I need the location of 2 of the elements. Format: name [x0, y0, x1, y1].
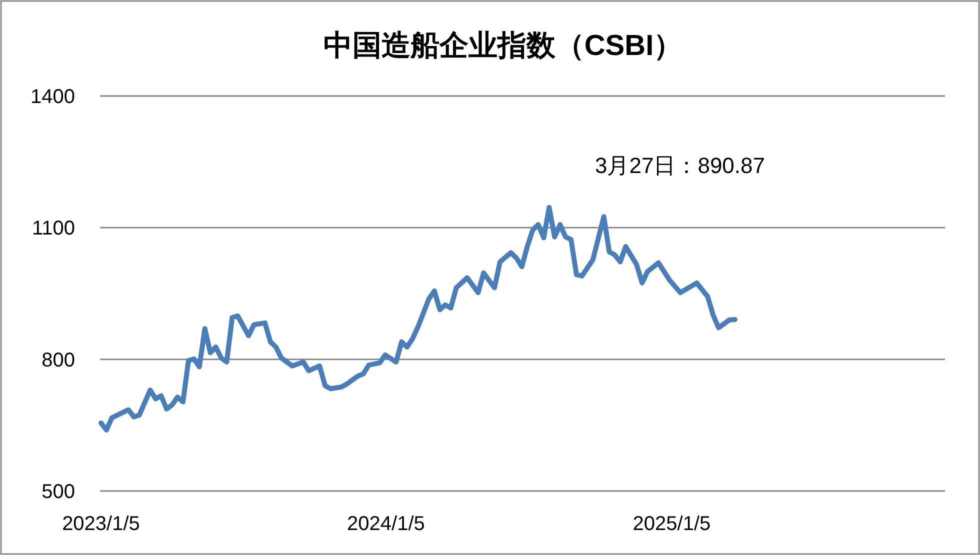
title: 中国造船企业指数（CSBI） — [323, 30, 683, 62]
annotation: 3月27日：890.87 — [595, 153, 765, 178]
